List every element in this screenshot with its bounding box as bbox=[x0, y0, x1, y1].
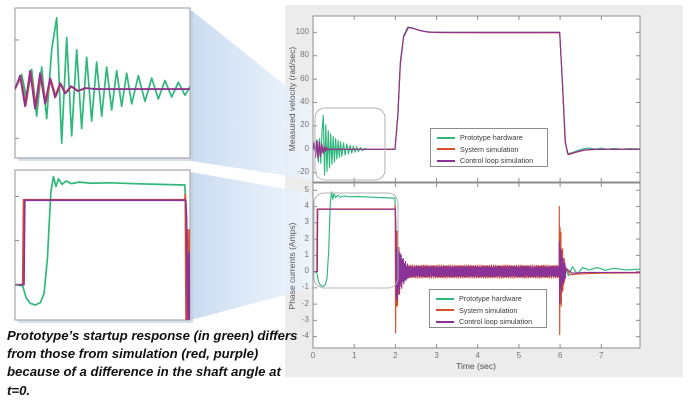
legend-label: Control loop simulation bbox=[459, 317, 533, 327]
series-line-system-simulation bbox=[15, 71, 190, 109]
y-tick-label: 0 bbox=[304, 143, 309, 153]
series-line-control-loop-simulation bbox=[313, 208, 640, 304]
legend-row: System simulation bbox=[430, 305, 546, 317]
y-tick-label: -3 bbox=[301, 314, 309, 324]
legend-swatch-line bbox=[436, 297, 454, 300]
y-axis-label-current: Phase currents (Amps) bbox=[287, 222, 297, 310]
inset-plot-current bbox=[14, 169, 191, 321]
series-line-control-loop-simulation bbox=[313, 26, 640, 160]
y-tick-label: -1 bbox=[301, 282, 309, 292]
legend-swatch-line bbox=[437, 159, 455, 162]
y-tick-label: 60 bbox=[300, 73, 309, 83]
legend-label: System simulation bbox=[459, 305, 518, 315]
series-line-control-loop-simulation bbox=[15, 69, 190, 110]
legend-label: Prototype hardware bbox=[459, 294, 522, 304]
legend-row: Control loop simulation bbox=[431, 155, 547, 166]
zoom-beam-bottom bbox=[191, 172, 314, 320]
y-tick-label: 0 bbox=[304, 266, 309, 276]
legend-row: System simulation bbox=[431, 144, 547, 156]
zoom-callout-rect bbox=[314, 107, 386, 181]
y-tick-label: 80 bbox=[300, 50, 309, 60]
x-tick-label: 3 bbox=[434, 351, 439, 360]
legend-label: Control loop simulation bbox=[460, 156, 534, 166]
zoom-beam-top bbox=[191, 10, 315, 180]
legend-swatch-line bbox=[436, 320, 454, 323]
x-tick-label: 5 bbox=[516, 351, 522, 360]
zoom-callout-rect bbox=[313, 192, 399, 289]
y-tick-label: 5 bbox=[304, 184, 309, 194]
x-tick-label: 2 bbox=[393, 351, 398, 360]
y-tick-label: 2 bbox=[304, 233, 309, 243]
x-tick-label: 6 bbox=[557, 351, 563, 360]
inset-plot-velocity bbox=[14, 7, 191, 159]
legend-current: Prototype hardware System simulation Contr… bbox=[429, 289, 547, 328]
y-axis-label-velocity: Measured velocity (rad/sec) bbox=[287, 46, 297, 152]
legend-swatch-line bbox=[436, 309, 454, 312]
x-tick-label: 1 bbox=[351, 351, 357, 360]
legend-swatch-line bbox=[437, 136, 455, 139]
legend-row: Prototype hardware bbox=[430, 293, 546, 305]
figure-caption: Prototype’s startup response (in green) … bbox=[7, 328, 298, 398]
y-tick-label: -4 bbox=[301, 331, 309, 341]
legend-label: Prototype hardware bbox=[460, 133, 523, 143]
y-tick-label: -20 bbox=[297, 167, 309, 177]
y-tick-label: 40 bbox=[300, 97, 309, 106]
y-tick-label: 1 bbox=[304, 249, 309, 259]
x-tick-label: 4 bbox=[475, 351, 480, 360]
legend-velocity: Prototype hardware System simulation Contr… bbox=[430, 128, 548, 167]
x-tick-label: 0 bbox=[310, 351, 316, 360]
x-tick-label: 7 bbox=[599, 351, 604, 360]
legend-row: Control loop simulation bbox=[430, 316, 546, 327]
y-tick-label: 3 bbox=[304, 217, 309, 227]
y-tick-label: -2 bbox=[301, 298, 309, 308]
legend-label: System simulation bbox=[460, 144, 519, 154]
y-tick-label: 4 bbox=[304, 201, 309, 211]
series-line-prototype-hardware bbox=[15, 16, 190, 145]
x-axis-label-time: Time (sec) bbox=[456, 361, 496, 371]
legend-row: Prototype hardware bbox=[431, 132, 547, 144]
y-tick-label: 100 bbox=[295, 26, 309, 36]
y-tick-label: 20 bbox=[300, 120, 309, 130]
legend-swatch-line bbox=[437, 148, 455, 151]
